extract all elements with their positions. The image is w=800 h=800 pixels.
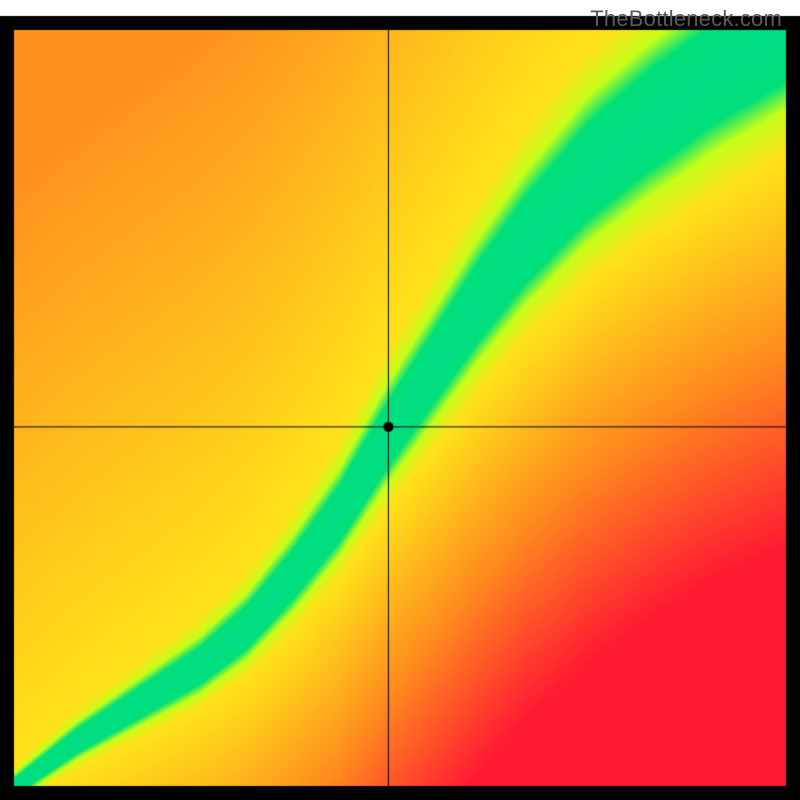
bottleneck-heatmap (0, 0, 800, 800)
watermark-text: TheBottleneck.com (590, 6, 782, 32)
